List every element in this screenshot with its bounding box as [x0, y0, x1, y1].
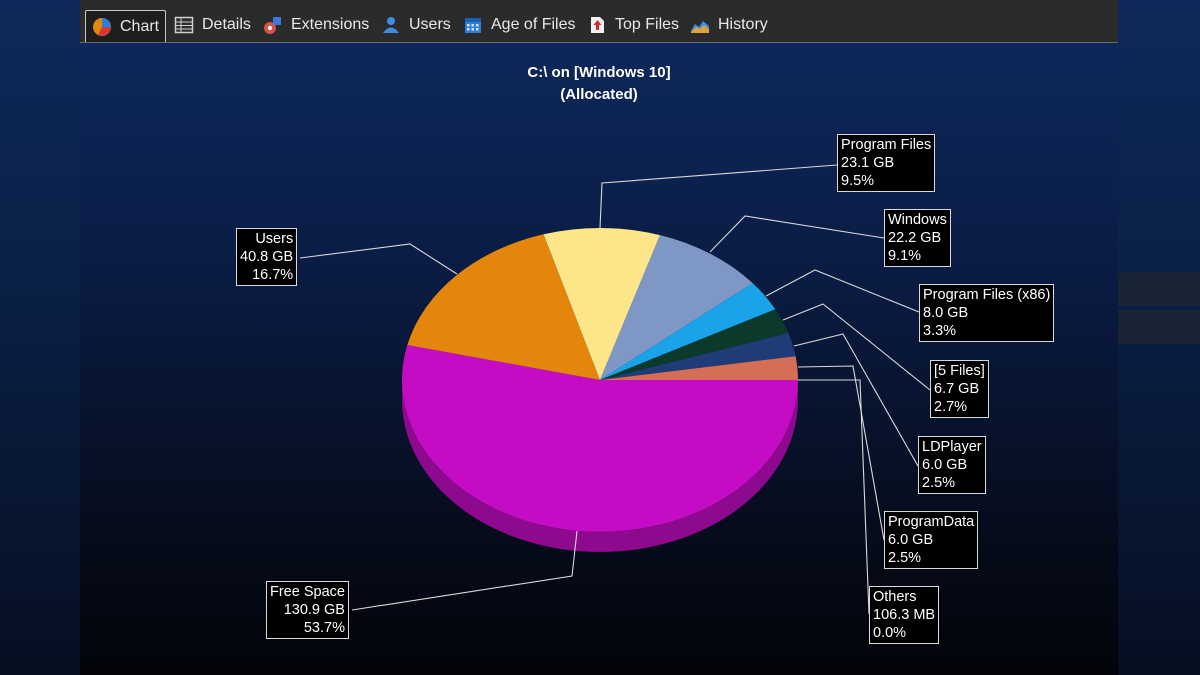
slice-name: Free Space — [270, 584, 345, 600]
slice-percent: 2.5% — [922, 475, 956, 491]
pie-slice-windows[interactable] — [600, 235, 753, 380]
slice-size: 130.9 GB — [283, 602, 345, 618]
slice-percent: 3.3% — [923, 323, 957, 339]
tab-chart[interactable]: Chart — [85, 10, 167, 42]
pie-slice-program_files_x86[interactable] — [600, 283, 776, 380]
slice-percent: 53.7% — [303, 620, 345, 636]
chart-window: Chart Details Extensions Users Age of Fi… — [80, 0, 1118, 675]
top-files-icon — [587, 15, 607, 35]
pie-slice-ldplayer[interactable] — [600, 333, 796, 380]
slice-percent: 2.7% — [934, 399, 968, 415]
chart-title: C:\ on [Windows 10] — [527, 64, 671, 81]
extensions-icon — [263, 15, 283, 35]
leader-line — [797, 365, 885, 541]
chart-subtitle: (Allocated) — [560, 86, 638, 103]
slice-percent: 0.0% — [873, 625, 907, 641]
leader-line — [709, 215, 885, 253]
leader-line — [765, 269, 920, 313]
leader-line — [793, 333, 919, 467]
slice-name: Program Files — [841, 137, 932, 153]
leader-line — [599, 164, 838, 229]
background-left — [0, 0, 80, 675]
slice-label-programdata: ProgramData 6.0 GB 2.5% — [884, 511, 979, 569]
tab-label: Users — [409, 16, 451, 33]
calendar-icon — [463, 15, 483, 35]
slice-size: 22.2 GB — [888, 230, 942, 246]
slice-name: Others — [873, 589, 917, 605]
leader-line — [299, 243, 458, 275]
tab-bar: Chart Details Extensions Users Age of Fi… — [80, 0, 1118, 43]
pie-slice-five_files[interactable] — [600, 309, 789, 380]
tab-label: Details — [202, 16, 251, 33]
slice-percent: 9.5% — [841, 173, 875, 189]
slice-name: Windows — [888, 212, 947, 228]
slice-label-users: Users 40.8 GB 16.7% — [236, 228, 298, 286]
slice-size: 6.0 GB — [922, 457, 968, 473]
slice-size: 106.3 MB — [873, 607, 936, 623]
slice-size: 40.8 GB — [240, 249, 294, 265]
slice-size: 6.0 GB — [888, 532, 934, 548]
users-icon — [381, 15, 401, 35]
tab-label: Extensions — [291, 16, 370, 33]
slice-name: LDPlayer — [922, 439, 982, 455]
slice-label-program-files-x86: Program Files (x86) 8.0 GB 3.3% — [919, 284, 1055, 342]
tab-label: Top Files — [615, 16, 680, 33]
pie-slice-free_space[interactable] — [402, 345, 798, 532]
pie-chart-icon — [92, 17, 112, 37]
slice-size: 23.1 GB — [841, 155, 895, 171]
tab-top-files[interactable]: Top Files — [587, 10, 679, 40]
history-icon — [690, 15, 710, 35]
slice-label-free-space: Free Space 130.9 GB 53.7% — [266, 581, 349, 639]
table-icon — [174, 15, 194, 35]
leader-line — [351, 530, 578, 611]
pie-chart — [299, 164, 931, 615]
tab-label: Age of Files — [491, 16, 576, 33]
slice-name: [5 Files] — [934, 363, 985, 379]
leader-line — [798, 379, 870, 615]
slice-name: ProgramData — [888, 514, 975, 530]
tab-history[interactable]: History — [690, 10, 768, 40]
slice-size: 6.7 GB — [934, 381, 980, 397]
tab-extensions[interactable]: Extensions — [263, 10, 369, 40]
slice-label-5-files: [5 Files] 6.7 GB 2.7% — [930, 360, 989, 418]
pie-slice-program_files[interactable] — [543, 227, 660, 380]
slice-percent: 2.5% — [888, 550, 922, 566]
pie-slice-users[interactable] — [407, 234, 600, 380]
tab-users[interactable]: Users — [381, 10, 451, 40]
slice-label-program-files: Program Files 23.1 GB 9.5% — [837, 134, 936, 192]
tab-age-of-files[interactable]: Age of Files — [463, 10, 575, 40]
slice-label-others: Others 106.3 MB 0.0% — [869, 586, 940, 644]
slice-name: Users — [255, 231, 294, 247]
leader-line — [782, 303, 931, 391]
tab-label: Chart — [120, 17, 160, 35]
slice-label-ldplayer: LDPlayer 6.0 GB 2.5% — [918, 436, 986, 494]
tab-details[interactable]: Details — [174, 10, 251, 40]
slice-percent: 9.1% — [888, 248, 922, 264]
slice-size: 8.0 GB — [923, 305, 969, 321]
tab-label: History — [718, 16, 768, 33]
slice-name: Program Files (x86) — [923, 287, 1051, 303]
slice-label-windows: Windows 22.2 GB 9.1% — [884, 209, 951, 267]
pie-slice-programdata[interactable] — [600, 356, 799, 380]
background-right — [1118, 0, 1200, 675]
slice-percent: 16.7% — [252, 267, 294, 283]
